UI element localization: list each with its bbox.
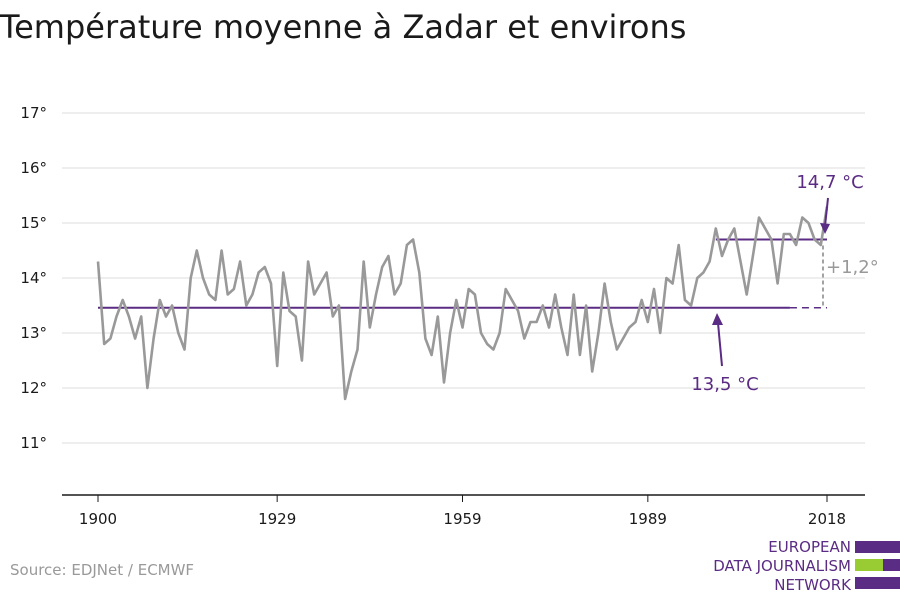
line-chart: 11° 12° 13° 14° 15° 16° 17° 1900 1929 1959 1989 20… [20,104,878,528]
y-tick-label-4: 15° [20,214,47,232]
y-tick-label-2: 13° [20,324,47,342]
difference-label: +1,2° [826,257,879,278]
y-axis-ticks: 11° 12° 13° 14° 15° 16° 17° [20,104,47,452]
source-note: Source: EDJNet / ECMWF [10,561,195,579]
baseline-mean-arrow [717,322,723,367]
edjnet-logo: EUROPEAN DATA JOURNALISM NETWORK [700,538,900,596]
logo-line-1: EUROPEAN [768,538,851,556]
grid-lines [62,112,865,444]
y-tick-label-5: 16° [20,159,47,177]
y-tick-label-1: 12° [20,379,47,397]
x-tick-label-2: 1959 [443,510,481,528]
annotations: 14,7 °C 13,5 °C +1,2° [691,172,878,395]
y-tick-label-3: 14° [20,269,47,287]
x-tick-label-3: 1989 [629,510,667,528]
temperature-series-line [96,206,829,401]
series-layer [96,206,829,401]
y-tick-label-6: 17° [20,104,47,122]
logo-bar-purple-top [855,541,900,553]
x-axis: 1900 1929 1959 1989 2018 [62,494,865,528]
recent-mean-arrow [824,197,829,227]
recent-mean-label: 14,7 °C [796,172,863,193]
logo-bar-purple-bottom [855,577,900,589]
x-tick-label-4: 2018 [808,510,846,528]
recent-mean-arrowhead [820,223,830,234]
baseline-mean-label: 13,5 °C [691,374,758,395]
baseline-mean-arrowhead [712,313,723,325]
x-tick-label-0: 1900 [79,510,117,528]
logo-line-2: DATA JOURNALISM [713,557,851,575]
chart-title: Température moyenne à Zadar et environs [0,8,687,46]
x-tick-label-1: 1929 [258,510,296,528]
reference-lines [98,238,827,309]
y-tick-label-0: 11° [20,434,47,452]
logo-line-3: NETWORK [774,576,851,594]
logo-bar-green [855,559,883,571]
